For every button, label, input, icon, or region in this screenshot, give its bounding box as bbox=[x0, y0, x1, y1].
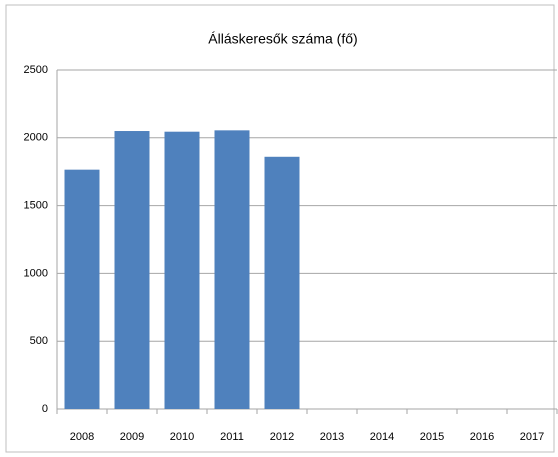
y-tick-label: 1500 bbox=[24, 200, 48, 212]
x-tick-label: 2008 bbox=[70, 431, 94, 443]
x-tick-label: 2014 bbox=[370, 431, 394, 443]
x-tick-label: 2009 bbox=[120, 431, 144, 443]
x-tick-label: 2012 bbox=[270, 431, 294, 443]
bar bbox=[64, 169, 100, 409]
x-tick-label: 2011 bbox=[220, 431, 244, 443]
bar bbox=[114, 131, 150, 409]
x-tick-label: 2013 bbox=[320, 431, 344, 443]
x-tick-label: 2015 bbox=[420, 431, 444, 443]
x-tick-label: 2017 bbox=[520, 431, 544, 443]
bar bbox=[164, 131, 200, 409]
y-tick-label: 500 bbox=[30, 335, 48, 347]
x-tick-label: 2010 bbox=[170, 431, 194, 443]
y-tick-label: 0 bbox=[42, 403, 48, 415]
y-tick-label: 2000 bbox=[24, 132, 48, 144]
y-tick-label: 2500 bbox=[24, 64, 48, 76]
bar bbox=[214, 130, 250, 410]
y-tick-label: 1000 bbox=[24, 267, 48, 279]
x-tick-label: 2016 bbox=[470, 431, 494, 443]
chart-title: Álláskeresők száma (fő) bbox=[208, 31, 357, 47]
bar bbox=[264, 156, 300, 409]
